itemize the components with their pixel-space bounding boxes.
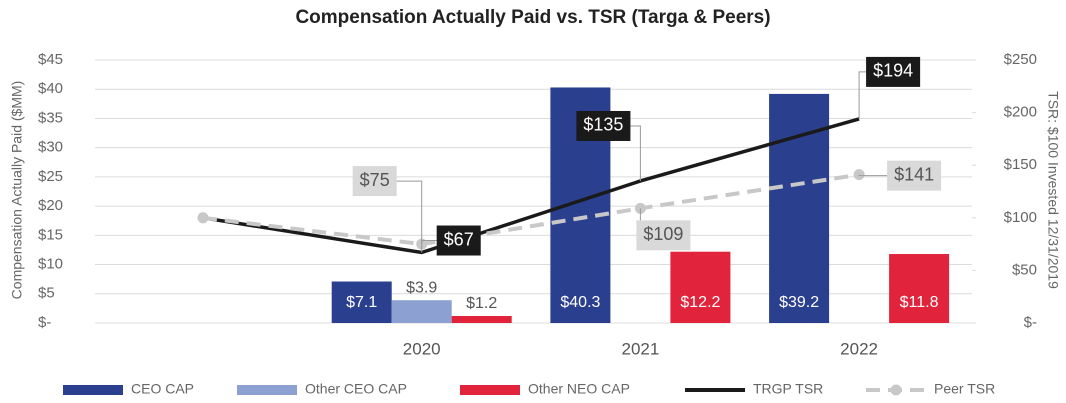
y-tick-label: $- [38, 314, 51, 331]
label-box [352, 166, 397, 197]
chart-title: Compensation Actually Paid vs. TSR (Targ… [295, 7, 770, 28]
line-value-label-box: $194 [866, 56, 921, 87]
line-value-label: $141 [894, 164, 934, 184]
bar [889, 254, 950, 323]
line-value-label: $194 [873, 61, 913, 81]
label-box [576, 110, 631, 141]
y-tick-label: $25 [38, 168, 63, 185]
y-tick-label: $45 [38, 51, 63, 68]
line [202, 172, 860, 247]
y2-tick-label: $250 [1004, 51, 1037, 68]
y2-tick-label: $100 [1004, 209, 1037, 226]
bar [670, 251, 731, 323]
legend-label: Peer TSR [934, 381, 995, 397]
y2-tick-label: $50 [1012, 261, 1037, 278]
line-value-label-box: $75 [352, 166, 397, 197]
line-value-label-box: $135 [576, 110, 631, 141]
line [202, 117, 860, 255]
x-tick-label: 2020 [403, 339, 441, 358]
legend-swatch [460, 385, 520, 395]
line-value-label-box: $67 [436, 225, 481, 256]
y2-tick-label: $- [1024, 314, 1037, 331]
label-box [866, 56, 921, 87]
line-marker [197, 212, 209, 224]
x-tick-label: 2021 [621, 339, 659, 358]
legend-label: Other CEO CAP [305, 381, 407, 397]
line-value-label: $67 [444, 229, 474, 249]
bar-value-label: $12.2 [680, 294, 720, 311]
y-tick-label: $40 [38, 80, 63, 97]
legend-label: CEO CAP [131, 381, 194, 397]
line-value-label: $109 [643, 224, 683, 244]
bar [451, 315, 512, 323]
bar-value-label: $39.2 [779, 294, 819, 311]
legend-marker [890, 384, 902, 396]
legend-label: Other NEO CAP [528, 381, 630, 397]
y2-axis-label: TSR: $100 Invested 12/31/2019 [1045, 91, 1061, 289]
bar-value-label: $7.1 [346, 294, 377, 311]
y-tick-label: $20 [38, 197, 63, 214]
bar-value-label: $40.3 [560, 294, 600, 311]
label-box [636, 220, 691, 251]
line-value-label: $75 [360, 170, 390, 190]
bar-value-label: $11.8 [900, 294, 939, 311]
bar [331, 281, 392, 323]
y-tick-label: $10 [38, 256, 63, 273]
y-tick-label: $30 [38, 139, 63, 156]
bar-value-label: $1.2 [466, 295, 497, 312]
label-box [887, 160, 942, 191]
y-tick-label: $5 [38, 285, 55, 302]
legend-label: TRGP TSR [753, 381, 823, 397]
y-tick-label: $35 [38, 109, 63, 126]
y-axis-label: Compensation Actually Paid ($MM) [9, 81, 25, 300]
legend-swatch [63, 385, 123, 395]
bar [391, 300, 452, 323]
label-box [436, 225, 481, 256]
line-value-label-box: $141 [887, 160, 942, 191]
legend-swatch [237, 385, 297, 395]
line-value-label: $135 [583, 115, 623, 135]
bar-value-label: $3.9 [406, 279, 437, 296]
x-tick-label: 2022 [840, 339, 878, 358]
y2-tick-label: $200 [1004, 104, 1037, 121]
line-value-label-box: $109 [636, 220, 691, 251]
y-tick-label: $15 [38, 226, 63, 243]
y2-tick-label: $150 [1004, 156, 1037, 173]
